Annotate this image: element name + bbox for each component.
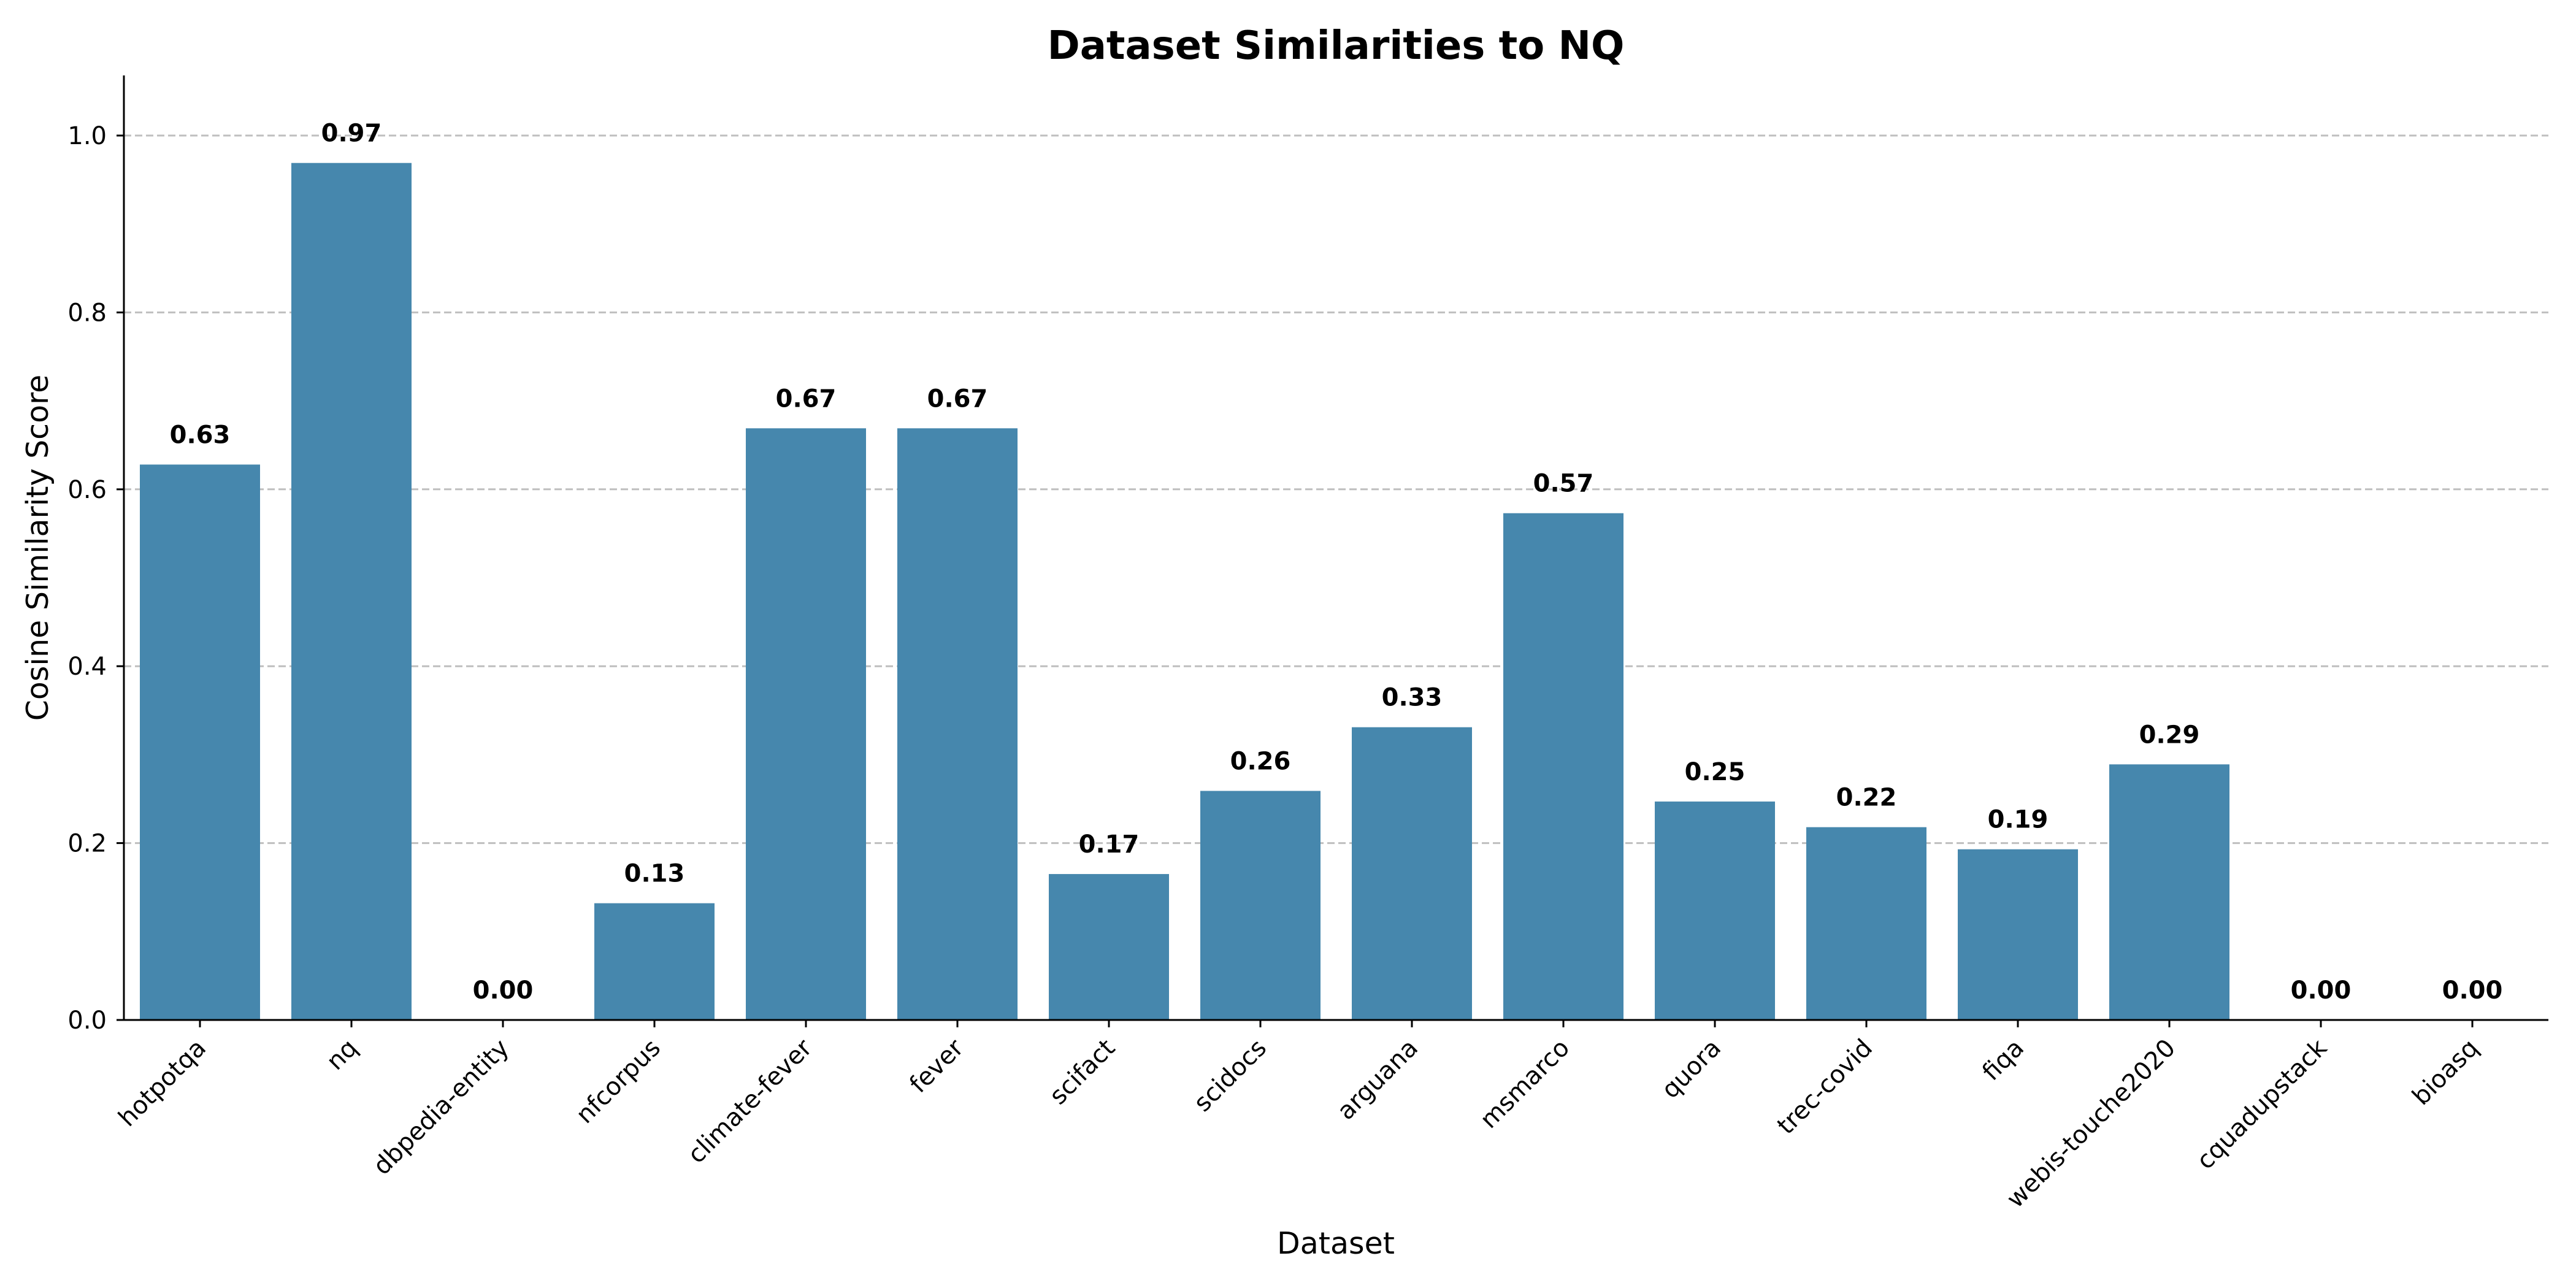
x-tick-label-fever: fever (904, 1033, 969, 1098)
data-label-msmarco: 0.57 (1533, 470, 1594, 498)
bar-scifact (1049, 874, 1169, 1020)
bar-scidocs (1200, 791, 1321, 1020)
x-tick-label-msmarco: msmarco (1475, 1034, 1576, 1135)
axes (123, 75, 2548, 1021)
bars (140, 163, 2229, 1020)
x-axis-label: Dataset (1277, 1226, 1395, 1261)
data-label-fiqa: 0.19 (1988, 806, 2049, 834)
bar-arguana (1352, 727, 1472, 1020)
data-label-quora: 0.25 (1685, 758, 1746, 786)
y-tick-label: 0.0 (67, 1006, 107, 1035)
data-label-arguana: 0.33 (1382, 684, 1443, 712)
y-ticks: 0.0 0.2 0.4 0.6 0.8 1.0 (67, 122, 124, 1035)
data-label-dbpedia-entity: 0.00 (473, 976, 534, 1005)
x-tick-label-quora: quora (1656, 1034, 1727, 1105)
y-axis-label: Cosine Similarity Score (20, 375, 55, 721)
bar-nq (291, 163, 412, 1020)
data-label-bioasq: 0.00 (2442, 976, 2503, 1005)
data-label-climate-fever: 0.67 (776, 385, 837, 413)
data-label-nfcorpus: 0.13 (624, 860, 685, 888)
x-tick-label-arguana: arguana (1332, 1034, 1424, 1125)
data-label-scidocs: 0.26 (1230, 748, 1291, 776)
x-tick-label-bioasq: bioasq (2407, 1034, 2484, 1111)
bar-fever (897, 428, 1018, 1020)
x-tick-label-hotpotqa: hotpotqa (113, 1034, 212, 1132)
data-label-webis-touche2020: 0.29 (2139, 721, 2200, 749)
y-tick-label: 0.6 (67, 476, 107, 504)
bar-quora (1655, 801, 1775, 1020)
bar-trec-covid (1806, 827, 1926, 1020)
x-tick-label-trec-covid: trec-covid (1772, 1034, 1878, 1140)
data-labels: 0.63 0.97 0.00 0.13 0.67 0.67 0.17 0.26 0.33 0.57… (170, 120, 2503, 1005)
x-tick-label-cquadupstack: cquadupstack (2191, 1033, 2333, 1175)
x-tick-label-webis-touche2020: webis-touche2020 (2001, 1034, 2181, 1214)
y-tick-label: 0.4 (67, 653, 107, 681)
x-tick-label-fiqa: fiqa (1977, 1034, 2030, 1087)
x-tick-label-nfcorpus: nfcorpus (571, 1034, 667, 1130)
bar-nfcorpus (594, 903, 715, 1020)
x-tick-label-scifact: scifact (1044, 1034, 1121, 1111)
x-tick-label-scidocs: scidocs (1189, 1034, 1272, 1117)
bar-webis-touche2020 (2109, 764, 2229, 1020)
data-label-fever: 0.67 (927, 385, 988, 413)
y-tick-label: 0.8 (67, 299, 107, 327)
x-ticks: hotpotqa nq dbpedia-entity nfcorpus climate-… (113, 1020, 2484, 1214)
bar-msmarco (1503, 513, 1623, 1020)
chart-title: Dataset Similarities to NQ (1048, 23, 1625, 69)
y-tick-label: 0.2 (67, 830, 107, 858)
x-tick-label-nq: nq (321, 1034, 363, 1076)
data-label-cquadupstack: 0.00 (2291, 976, 2352, 1005)
bar-hotpotqa (140, 464, 260, 1020)
x-tick-label-climate-fever: climate-fever (683, 1033, 818, 1169)
data-label-nq: 0.97 (321, 120, 382, 148)
data-label-trec-covid: 0.22 (1836, 784, 1897, 812)
x-tick-label-dbpedia-entity: dbpedia-entity (368, 1034, 515, 1181)
bar-fiqa (1958, 849, 2078, 1020)
y-tick-label: 1.0 (67, 122, 107, 150)
data-label-scifact: 0.17 (1079, 830, 1140, 859)
data-label-hotpotqa: 0.63 (170, 421, 231, 449)
bar-climate-fever (746, 428, 866, 1020)
